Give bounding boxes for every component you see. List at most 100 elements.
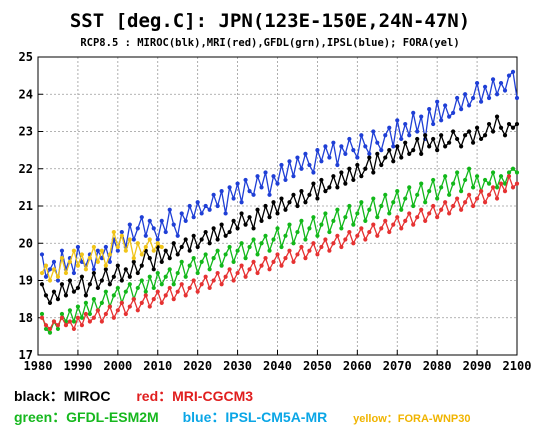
data-point-red [231,278,236,283]
data-point-green [486,181,492,186]
data-point-blue [107,259,112,264]
data-point-blue [51,259,57,264]
data-point-red [235,270,240,276]
data-point-yellow [59,256,65,261]
data-point-black [263,203,268,209]
data-point-black [315,196,320,201]
data-point-black [455,136,460,142]
data-point-green [295,229,300,235]
data-point-yellow [79,252,85,257]
data-point-red [143,293,148,298]
data-point-green [215,248,220,253]
data-point-red [119,300,124,305]
data-point-green [91,297,96,302]
data-point-black [490,129,496,134]
data-point-blue [399,136,404,142]
data-point-green [407,185,412,190]
data-point-black [411,148,416,153]
grid [37,56,518,356]
data-point-blue [267,192,272,197]
data-point-green [99,300,104,305]
data-point-green [143,289,148,294]
legend-row-2: green：GFDL-ESM2M blue：IPSL-CM5A-MR yello… [14,407,471,427]
data-point-green [367,207,372,212]
data-point-red [303,256,308,261]
data-point-black [395,144,400,149]
data-point-red [279,263,284,268]
data-point-green [331,218,336,223]
data-point-green [123,289,128,294]
data-point-green [75,304,81,309]
data-point-black [131,259,136,264]
data-point-yellow [159,244,164,250]
data-point-black [243,222,248,227]
series-line-black [41,115,518,304]
data-point-blue [243,177,248,183]
data-point-red [502,189,508,194]
data-point-green [470,185,476,190]
data-point-red [87,319,92,324]
data-point-black [459,144,464,149]
data-point-red [431,203,436,209]
data-point-blue [502,88,508,93]
data-point-blue [351,148,356,153]
data-point-red [191,278,196,283]
data-point-black [179,244,184,250]
data-point-black [451,129,456,134]
data-point-red [247,267,252,272]
data-point-black [375,151,380,156]
x-tick-label: 1980 [24,359,53,373]
data-point-green [379,203,384,209]
data-point-red [482,200,488,205]
data-point-green [399,207,404,212]
data-point-black [95,285,100,291]
data-point-green [111,293,116,298]
data-point-black [255,207,260,212]
data-point-black [159,259,164,264]
data-point-green [155,270,160,276]
data-point-yellow [95,259,100,264]
x-tick-label: 2100 [503,359,532,373]
data-point-green [490,170,496,175]
data-point-green [247,244,252,250]
data-point-blue [175,233,180,238]
data-point-yellow [55,274,61,279]
data-point-red [403,218,408,223]
data-point-green [79,315,85,320]
data-point-black [79,274,85,279]
data-point-green [291,241,296,246]
data-point-red [419,207,424,212]
data-point-black [127,274,132,279]
y-tick-label: 19 [19,274,33,288]
data-point-green [207,267,212,272]
series-line-green [41,168,518,334]
data-point-green [299,218,304,223]
y-tick-label: 18 [19,311,33,325]
data-point-yellow [127,237,132,242]
data-point-red [131,297,136,302]
data-point-black [235,226,240,231]
data-point-yellow [39,270,45,276]
data-point-green [199,259,204,264]
data-point-black [287,200,292,205]
data-point-green [139,278,144,283]
data-point-red [335,233,340,238]
data-point-green [211,256,216,261]
data-point-red [107,304,112,309]
data-point-red [211,278,216,283]
data-point-green [474,174,480,179]
data-point-black [199,237,204,242]
data-point-blue [335,162,340,168]
data-point-blue [47,267,53,272]
data-point-green [239,241,244,246]
data-point-blue [411,110,416,115]
data-point-black [339,170,344,175]
data-point-blue [486,95,492,101]
data-point-green [167,267,172,272]
data-point-red [267,267,272,272]
data-point-red [490,185,496,190]
data-point-green [83,300,88,305]
data-point-blue [219,189,224,194]
legend-ipsl: blue：IPSL-CM5A-MR [182,409,328,425]
data-point-red [259,263,264,268]
